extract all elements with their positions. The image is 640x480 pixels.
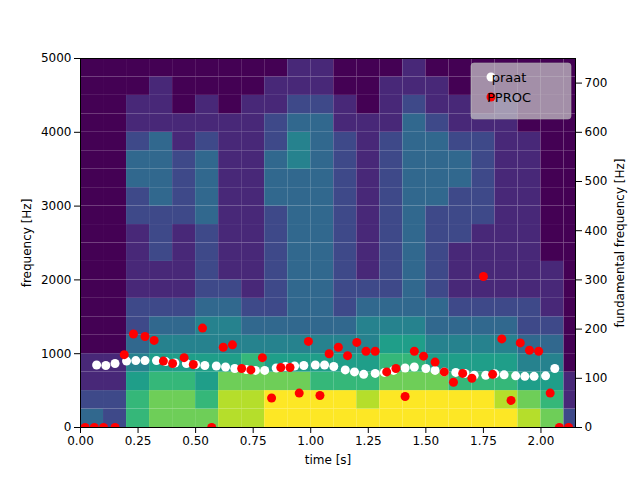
svg-text:100: 100	[585, 371, 608, 385]
svg-text:0.50: 0.50	[182, 434, 209, 448]
svg-text:0: 0	[585, 420, 593, 434]
svg-text:PPROC: PPROC	[487, 90, 531, 105]
svg-text:1.25: 1.25	[355, 434, 382, 448]
svg-text:2.00: 2.00	[528, 434, 555, 448]
svg-text:0.25: 0.25	[125, 434, 152, 448]
svg-text:700: 700	[585, 76, 608, 90]
svg-text:time [s]: time [s]	[305, 453, 352, 467]
svg-text:1.75: 1.75	[470, 434, 497, 448]
svg-text:fundamental frequency [Hz]: fundamental frequency [Hz]	[613, 159, 627, 328]
svg-text:4000: 4000	[41, 125, 72, 139]
svg-text:5000: 5000	[41, 51, 72, 65]
svg-text:1000: 1000	[41, 347, 72, 361]
svg-text:0: 0	[64, 420, 72, 434]
svg-text:frequency [Hz]: frequency [Hz]	[20, 199, 34, 288]
svg-text:praat: praat	[492, 70, 527, 85]
svg-text:300: 300	[585, 273, 608, 287]
svg-text:200: 200	[585, 322, 608, 336]
svg-text:600: 600	[585, 125, 608, 139]
svg-text:2000: 2000	[41, 273, 72, 287]
svg-text:0.00: 0.00	[67, 434, 94, 448]
svg-text:400: 400	[585, 224, 608, 238]
svg-text:1.00: 1.00	[297, 434, 324, 448]
svg-text:3000: 3000	[41, 199, 72, 213]
svg-text:500: 500	[585, 174, 608, 188]
svg-text:0.75: 0.75	[240, 434, 267, 448]
svg-text:1.50: 1.50	[412, 434, 439, 448]
